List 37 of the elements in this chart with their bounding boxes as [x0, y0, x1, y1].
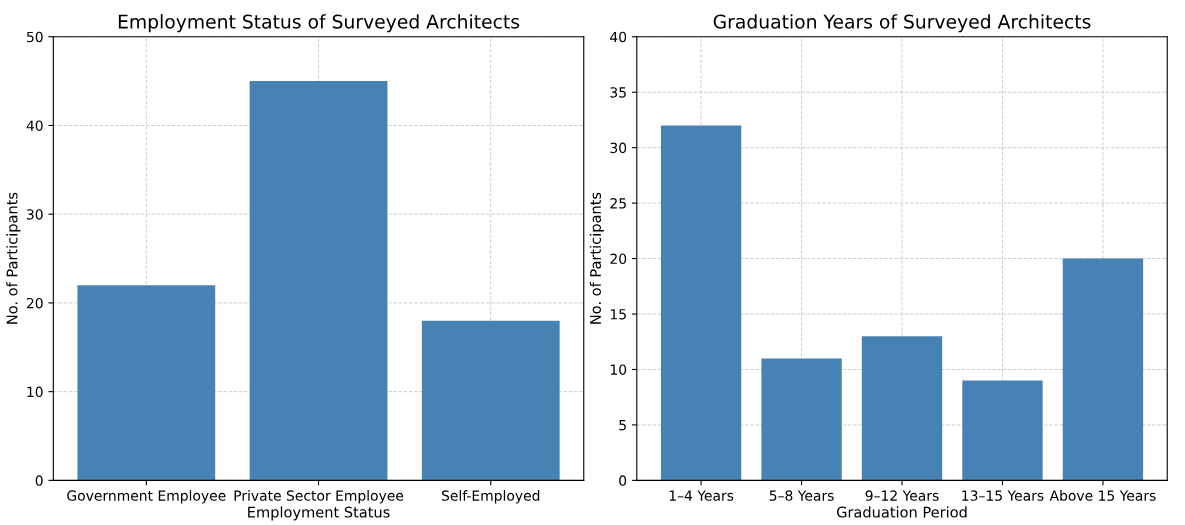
chart-title: Graduation Years of Surveyed Architects [713, 14, 1091, 33]
x-tick-label: 1–4 Years [669, 490, 734, 501]
y-tick-label: 40 [610, 31, 627, 43]
y-tick-label: 15 [610, 309, 626, 320]
y-tick-label: 35 [610, 87, 626, 98]
x-axis-title: Graduation Period [836, 506, 967, 518]
x-tick-label: 5–8 Years [769, 490, 834, 501]
bar [77, 285, 216, 481]
x-tick-label: Private Sector Employee [234, 490, 404, 504]
y-tick-label: 20 [26, 297, 43, 309]
bar [421, 320, 560, 481]
bar [249, 81, 388, 481]
bar [1062, 258, 1144, 481]
bar [660, 125, 742, 481]
x-tick-label: 13–15 Years [962, 490, 1044, 501]
bar [761, 358, 842, 481]
x-tick-label: Self-Employed [441, 490, 540, 504]
y-tick-label: 25 [610, 198, 626, 209]
y-axis-title: No. of Participants [589, 192, 604, 324]
y-tick-label: 0 [619, 475, 627, 486]
x-tick-label: 9–12 Years [865, 490, 939, 501]
bar [861, 336, 943, 481]
y-tick-label: 5 [619, 420, 626, 431]
y-axis-title: No. of Participants [6, 192, 21, 324]
x-tick-label: Government Employee [67, 490, 226, 504]
bar [962, 380, 1043, 481]
y-tick-label: 40 [26, 120, 43, 131]
x-axis-title: Employment Status [248, 506, 390, 521]
y-tick-label: 10 [610, 364, 627, 375]
y-tick-label: 10 [27, 386, 43, 398]
chart-title: Employment Status of Surveyed Architects [118, 14, 520, 33]
x-tick-label: Above 15 Years [1049, 490, 1156, 501]
y-tick-label: 20 [610, 253, 627, 265]
y-tick-label: 0 [35, 475, 43, 486]
y-tick-label: 30 [26, 209, 43, 220]
y-tick-label: 50 [27, 31, 43, 43]
y-tick-label: 30 [610, 142, 627, 154]
